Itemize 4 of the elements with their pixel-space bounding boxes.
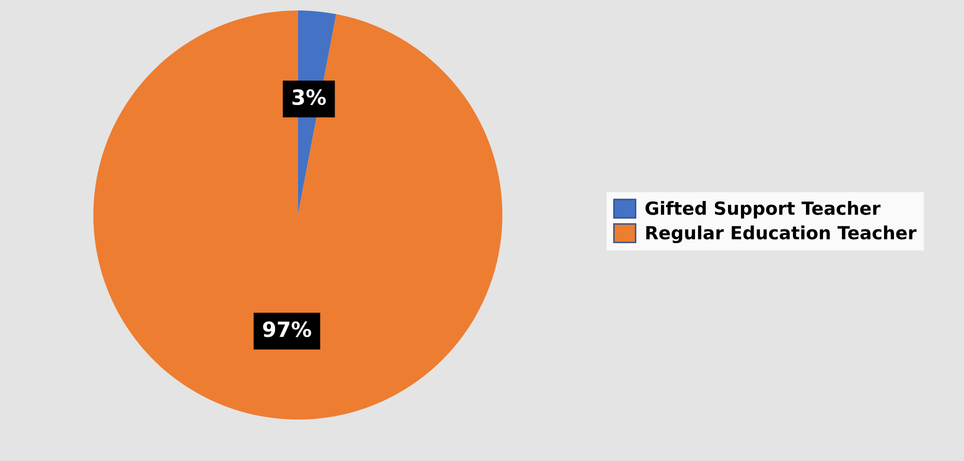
legend-label: Regular Education Teacher xyxy=(646,226,916,244)
data-label: 3% xyxy=(292,89,326,106)
legend-label: Gifted Support Teacher xyxy=(646,201,881,218)
data-label: 97% xyxy=(263,321,312,338)
